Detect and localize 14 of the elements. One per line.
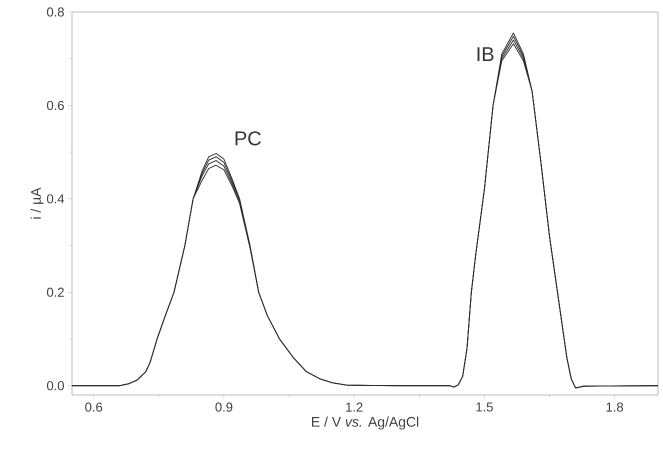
y-tick-label: 0.0 [46, 381, 64, 390]
x-tick-label: 1.2 [346, 402, 362, 412]
annotation: IB [478, 47, 494, 61]
x-tick-label: 1.8 [606, 402, 624, 412]
x-tick-label: 0.9 [215, 402, 232, 412]
y-axis-title: i / µA [30, 188, 44, 219]
y-tick-label: 0.4 [46, 194, 64, 204]
annotation: PC [236, 131, 261, 146]
y-tick-label: 0.8 [46, 7, 64, 17]
y-tick-label: 0.6 [46, 100, 64, 110]
x-tick-label: 1.5 [476, 402, 493, 412]
x-tick-label: 0.6 [85, 402, 102, 412]
y-tick-label: 0.2 [46, 288, 64, 297]
x-axis-title: E / V vs. Ag/AgCl [312, 416, 418, 430]
